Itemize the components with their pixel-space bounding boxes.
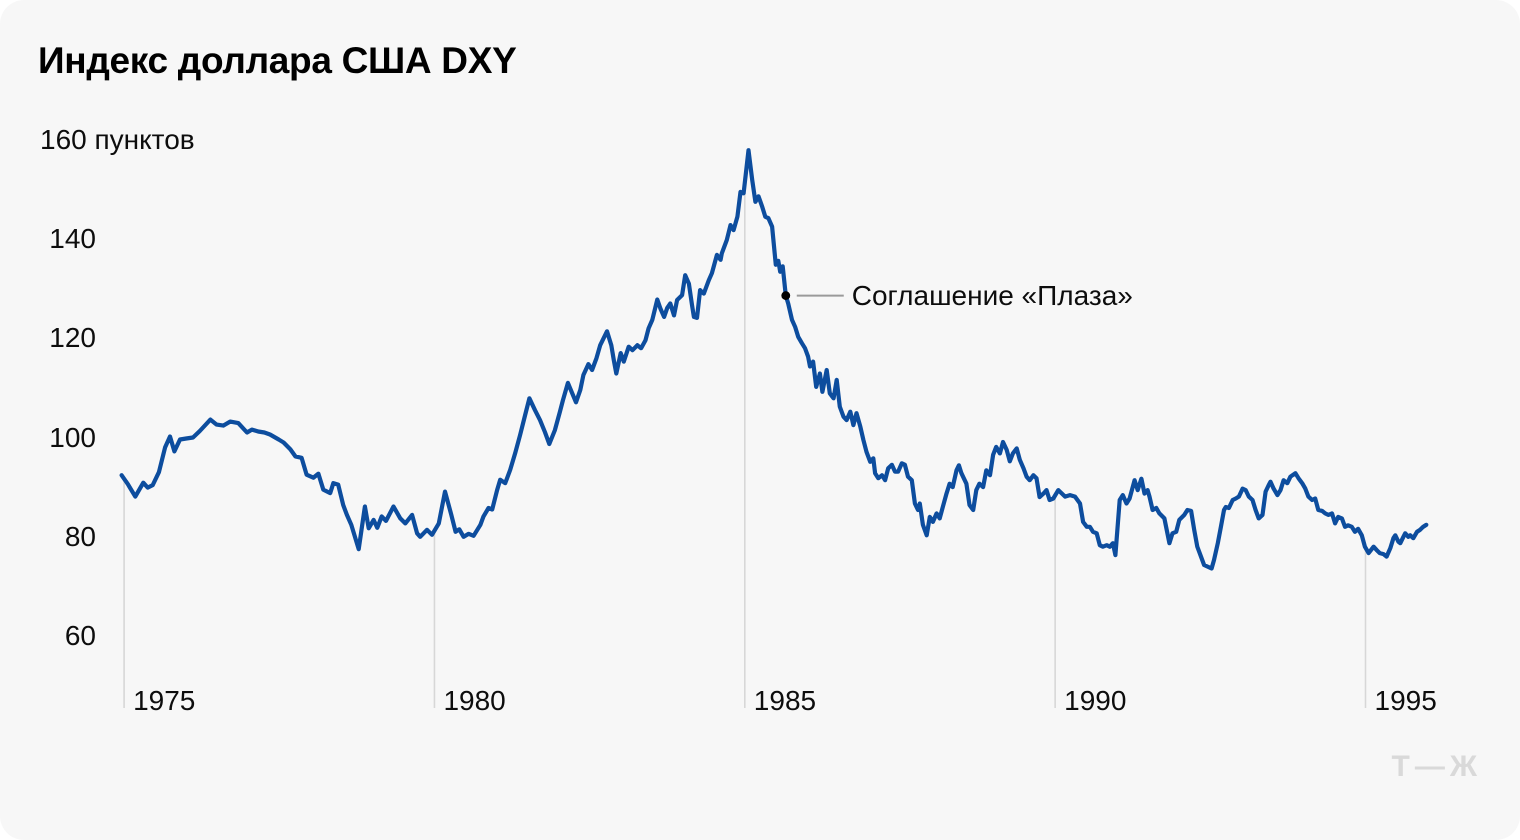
- x-tick-label-1990: 1990: [1064, 685, 1127, 716]
- y-tick-label-140: 140: [49, 223, 96, 254]
- x-tick-label-1980: 1980: [443, 685, 506, 716]
- y-tick-label-160: 160 пунктов: [40, 123, 195, 155]
- x-tick-label-1975: 1975: [133, 685, 196, 716]
- y-tick-label-60: 60: [64, 620, 96, 651]
- x-tick-label-1985: 1985: [753, 685, 817, 716]
- chart-title: Индекс доллара США DXY: [38, 40, 517, 81]
- x-tick-label-1995: 1995: [1374, 685, 1437, 716]
- dxy-series-line: [119, 148, 1429, 571]
- brand-logo: Т—Ж: [1391, 750, 1482, 783]
- annotation-label: Соглашение «Плаза»: [851, 279, 1133, 311]
- annotation-dot: [781, 291, 791, 300]
- y-tick-label-80: 80: [64, 520, 96, 552]
- y-tick-label-120: 120: [49, 322, 96, 354]
- y-tick-label-100: 100: [49, 421, 96, 453]
